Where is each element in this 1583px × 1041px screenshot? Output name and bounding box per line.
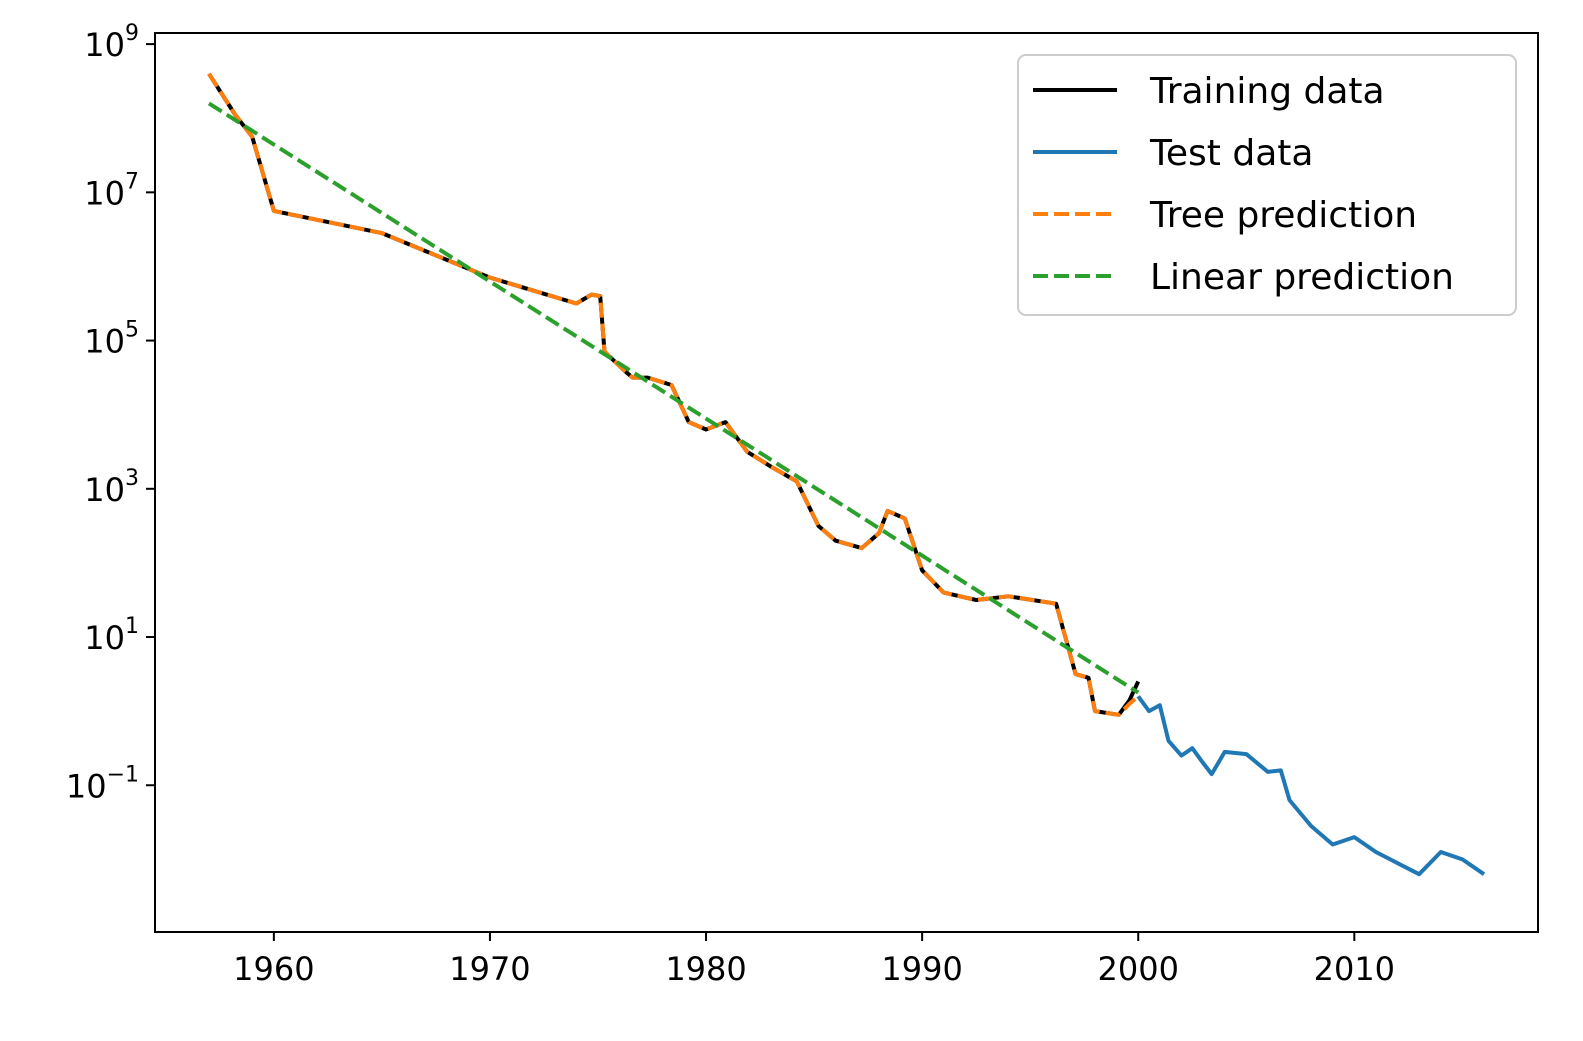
x-tick-label: 1960 [233, 950, 314, 988]
y-tick-label: 10−1 [66, 762, 139, 805]
x-tick-label: 1980 [665, 950, 746, 988]
legend-box [1017, 54, 1517, 316]
x-tick-label: 2000 [1098, 950, 1179, 988]
legend-label: Test data [1149, 133, 1313, 174]
series-line-2 [207, 72, 1140, 717]
series-layer [207, 72, 1486, 877]
series-line-1 [1136, 695, 1486, 877]
legend-label: Tree prediction [1149, 195, 1417, 236]
y-tick-label: 105 [84, 318, 139, 361]
x-tick-label: 1970 [449, 950, 530, 988]
plot-frame [154, 32, 1539, 933]
y-tick-label: 109 [84, 21, 139, 64]
legend-label: Training data [1149, 71, 1385, 112]
y-tick-label: 107 [84, 169, 139, 212]
legend: Training data Test data Tree prediction Lin… [1017, 54, 1517, 316]
x-axis: 1960 1970 1980 1990 2000 2010 [233, 932, 1395, 988]
x-tick-label: 2010 [1314, 950, 1395, 988]
series-line-3 [207, 101, 1140, 695]
legend-label: Linear prediction [1150, 257, 1454, 298]
y-tick-label: 103 [84, 466, 139, 509]
x-tick-label: 1990 [881, 950, 962, 988]
y-tick-label: 101 [84, 614, 139, 657]
y-axis: 109 107 105 103 101 10−1 [66, 21, 155, 805]
